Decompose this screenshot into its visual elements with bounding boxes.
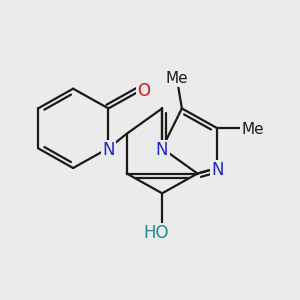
Text: N: N <box>211 161 224 179</box>
Text: Me: Me <box>242 122 264 137</box>
Text: N: N <box>102 141 115 159</box>
Text: Me: Me <box>165 71 188 86</box>
Text: HO: HO <box>143 224 169 242</box>
Text: N: N <box>156 141 168 159</box>
Text: O: O <box>137 82 150 100</box>
